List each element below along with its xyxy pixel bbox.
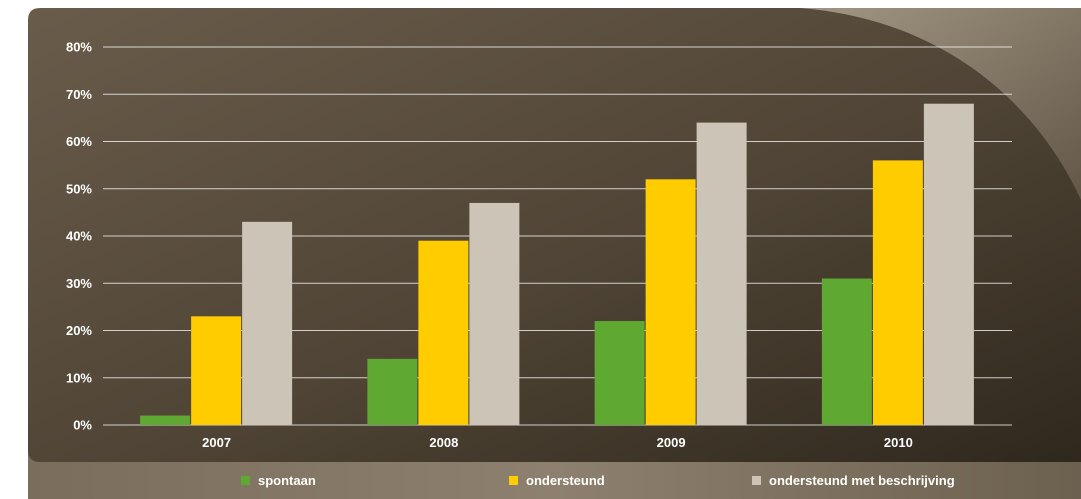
bar-spontaan-2007 [140,415,191,425]
bar-ondersteund-met-beschrijving-2007 [242,221,293,425]
bar-ondersteund-2008 [418,240,469,425]
bar-ondersteund-met-beschrijving-2008 [469,202,520,425]
bar-ondersteund-met-beschrijving-2009 [696,122,747,425]
corner-highlight [760,8,1081,230]
y-tick-label: 70% [66,87,92,102]
y-tick-label: 50% [66,181,92,196]
y-tick-label: 20% [66,323,92,338]
bar-ondersteund-2009 [645,179,696,425]
x-tick-label: 2008 [429,435,458,450]
y-axis-ticks: 0% 10% 20% 30% 40% 50% 60% 70% 80% [66,40,92,433]
legend-label: spontaan [258,473,316,488]
x-axis-ticks: 2007 2008 2009 2010 [202,435,913,450]
legend-label: ondersteund [526,473,605,488]
x-tick-label: 2007 [202,435,231,450]
bar-layer [140,103,974,425]
legend-swatch [241,476,250,485]
x-tick-label: 2010 [884,435,913,450]
y-tick-label: 10% [66,370,92,385]
x-tick-label: 2009 [657,435,686,450]
legend-swatch [752,476,761,485]
bar-spontaan-2010 [821,278,872,425]
legend: spontaan ondersteund ondersteund met besch… [241,473,955,488]
bar-ondersteund-2010 [872,160,923,425]
y-tick-label: 60% [66,134,92,149]
legend-swatch [509,476,518,485]
bar-spontaan-2008 [367,358,418,425]
y-tick-label: 30% [66,276,92,291]
y-tick-label: 80% [66,40,92,55]
plot-background [28,8,1081,462]
bar-ondersteund-2007 [191,316,242,425]
y-tick-label: 0% [73,418,92,433]
bar-spontaan-2009 [594,321,645,425]
y-tick-label: 40% [66,229,92,244]
legend-label: ondersteund met beschrijving [769,473,955,488]
bar-ondersteund-met-beschrijving-2010 [923,103,974,425]
